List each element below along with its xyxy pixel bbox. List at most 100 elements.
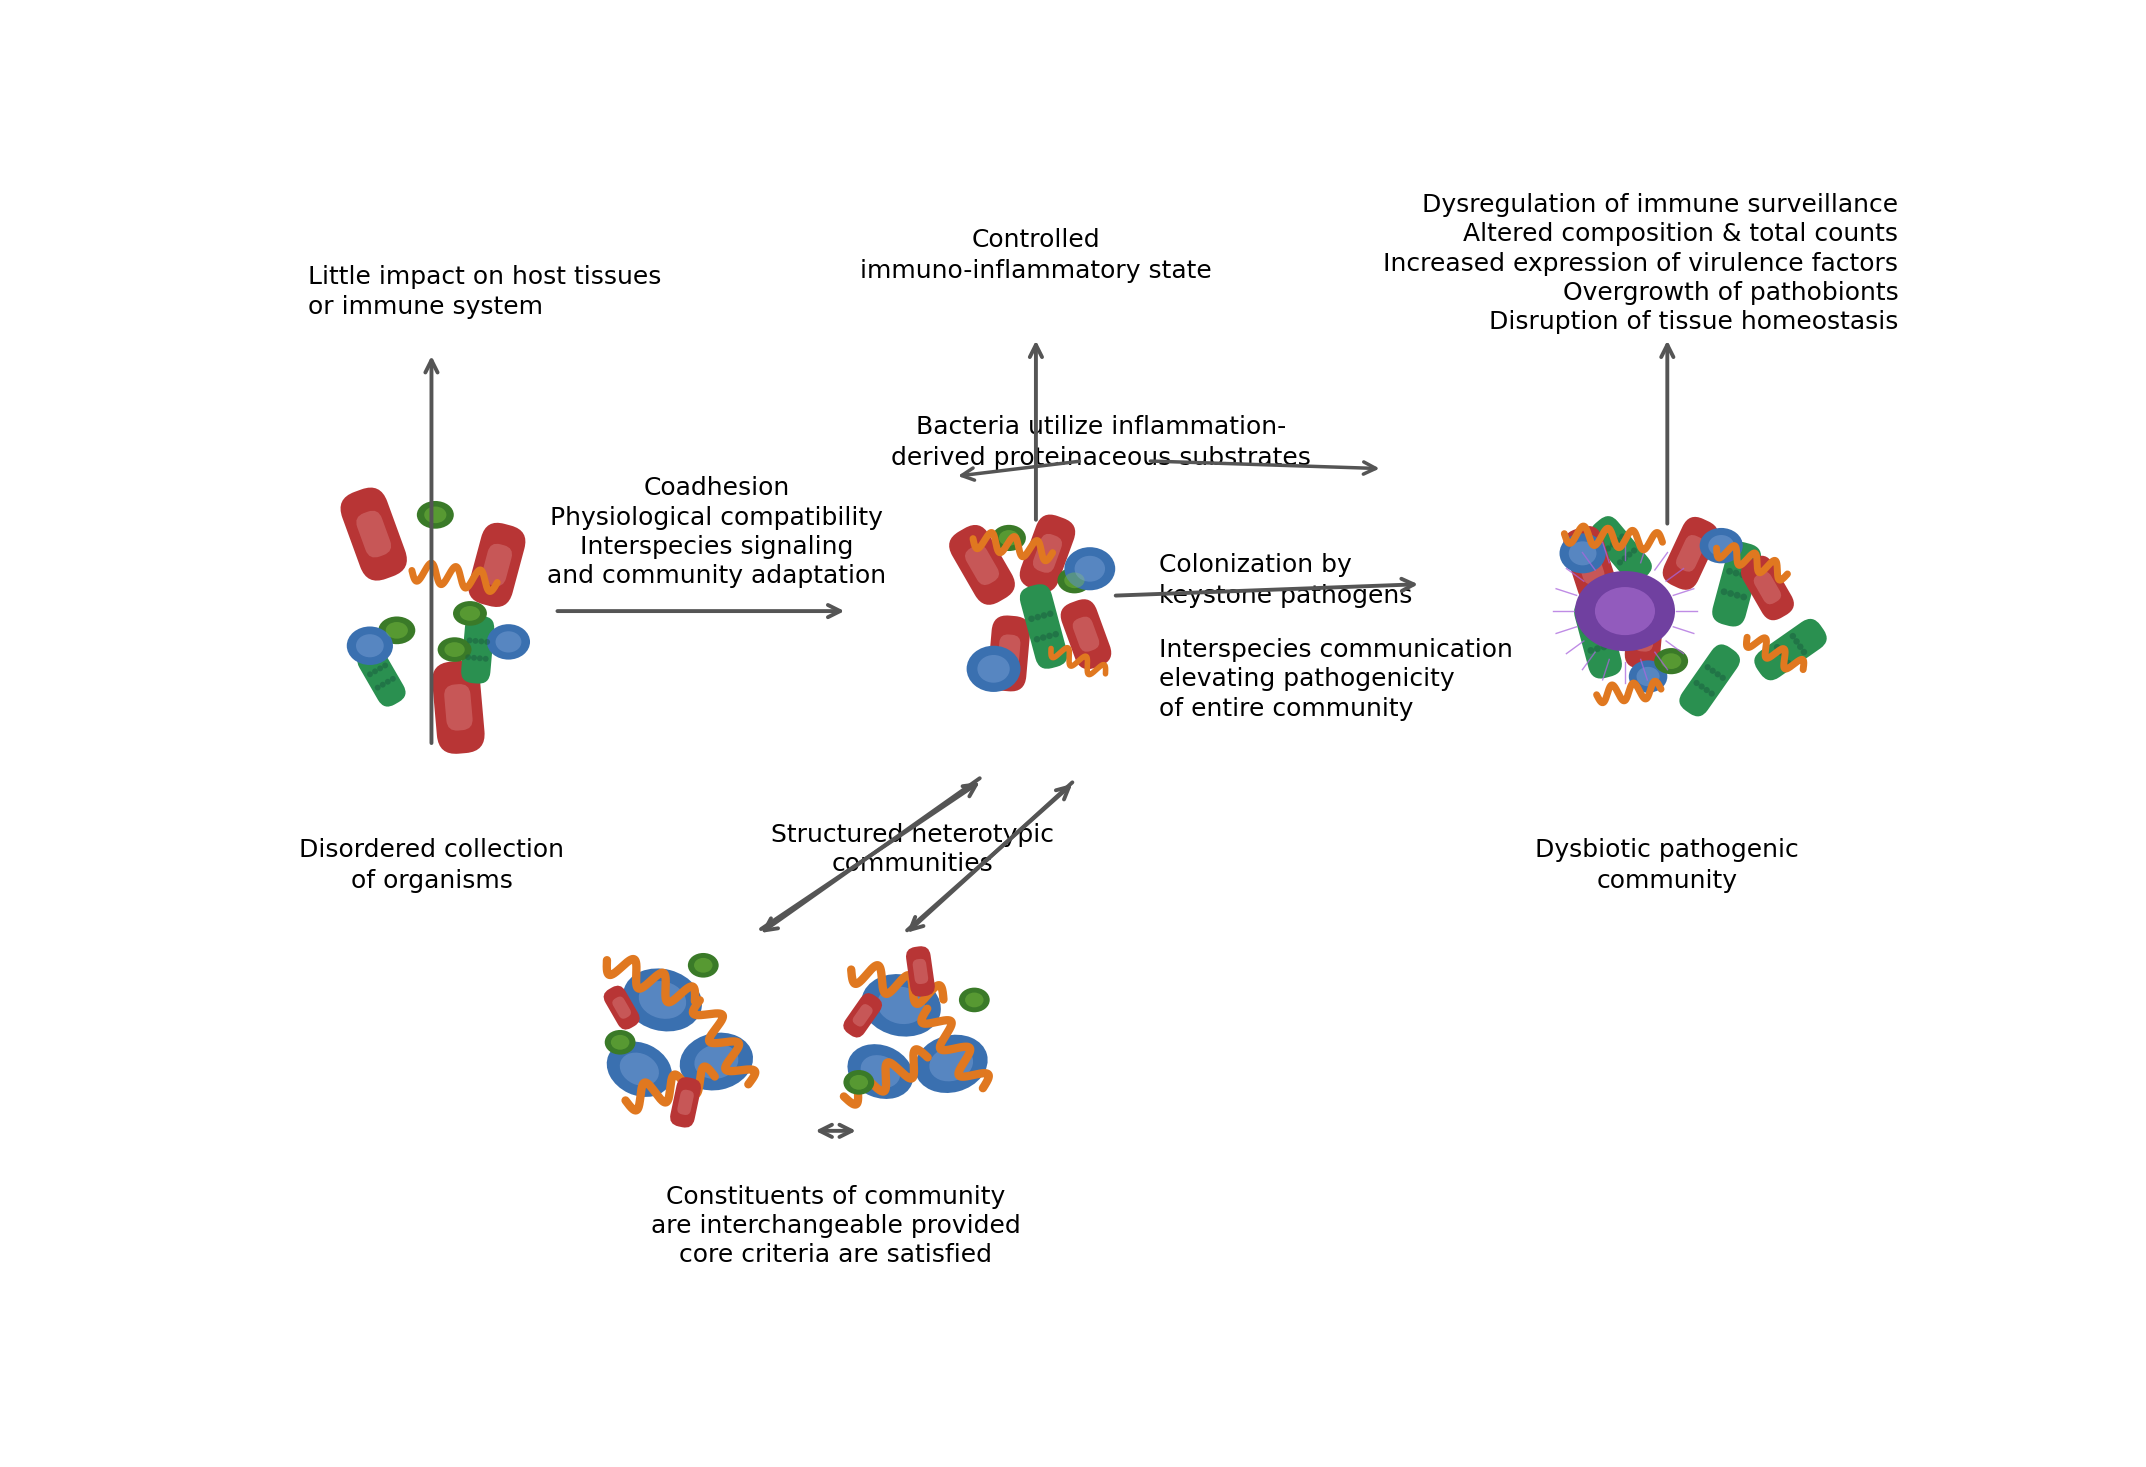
Ellipse shape (1693, 679, 1700, 687)
Text: Interspecies communication: Interspecies communication (1159, 638, 1513, 662)
FancyBboxPatch shape (1019, 515, 1075, 593)
Ellipse shape (1790, 632, 1796, 640)
Ellipse shape (453, 601, 487, 626)
FancyBboxPatch shape (906, 946, 936, 996)
Ellipse shape (1721, 588, 1728, 596)
FancyBboxPatch shape (1032, 534, 1062, 574)
Ellipse shape (1704, 665, 1710, 670)
Text: Disruption of tissue homeostasis: Disruption of tissue homeostasis (1489, 310, 1899, 334)
FancyBboxPatch shape (356, 647, 406, 707)
Ellipse shape (1582, 628, 1588, 634)
FancyBboxPatch shape (987, 616, 1030, 691)
FancyBboxPatch shape (468, 522, 526, 607)
FancyBboxPatch shape (341, 487, 408, 581)
Ellipse shape (622, 968, 702, 1031)
Ellipse shape (1697, 684, 1704, 689)
FancyBboxPatch shape (678, 1090, 693, 1115)
Text: of organisms: of organisms (350, 868, 513, 893)
Ellipse shape (386, 622, 408, 638)
Ellipse shape (1777, 650, 1783, 656)
Text: Structured heterotypic: Structured heterotypic (770, 823, 1054, 846)
Ellipse shape (476, 656, 483, 662)
Ellipse shape (848, 1045, 914, 1099)
Text: community: community (1597, 868, 1738, 893)
Ellipse shape (438, 637, 472, 662)
Ellipse shape (1041, 634, 1047, 641)
Ellipse shape (1601, 644, 1607, 650)
Ellipse shape (1616, 559, 1622, 565)
Ellipse shape (485, 640, 489, 645)
Ellipse shape (1052, 631, 1058, 638)
Text: elevating pathogenicity: elevating pathogenicity (1159, 667, 1455, 691)
Text: Little impact on host tissues: Little impact on host tissues (309, 264, 661, 289)
Ellipse shape (1747, 574, 1753, 579)
Ellipse shape (466, 654, 472, 660)
Ellipse shape (1594, 587, 1655, 635)
Ellipse shape (1047, 632, 1054, 640)
Ellipse shape (693, 958, 712, 973)
Text: Increased expression of virulence factors: Increased expression of virulence factor… (1384, 251, 1899, 276)
Ellipse shape (1637, 667, 1659, 687)
Ellipse shape (1725, 568, 1734, 575)
Ellipse shape (929, 1046, 972, 1081)
Ellipse shape (1794, 638, 1800, 644)
Ellipse shape (425, 506, 446, 524)
Ellipse shape (472, 638, 479, 644)
Ellipse shape (1704, 687, 1710, 692)
Text: Bacteria utilize inflammation-: Bacteria utilize inflammation- (916, 415, 1285, 439)
Ellipse shape (1710, 667, 1717, 673)
Ellipse shape (1800, 648, 1807, 656)
FancyBboxPatch shape (1590, 516, 1652, 582)
Ellipse shape (1728, 590, 1734, 597)
FancyBboxPatch shape (461, 616, 494, 684)
Ellipse shape (1588, 626, 1594, 632)
FancyBboxPatch shape (1060, 599, 1112, 669)
Ellipse shape (1041, 612, 1047, 619)
FancyBboxPatch shape (912, 959, 929, 984)
Ellipse shape (1627, 552, 1633, 557)
FancyBboxPatch shape (1073, 616, 1099, 651)
Text: and community adaptation: and community adaptation (547, 565, 886, 588)
Ellipse shape (878, 987, 925, 1024)
Ellipse shape (695, 1045, 738, 1078)
FancyBboxPatch shape (1740, 556, 1794, 621)
Ellipse shape (1569, 541, 1597, 565)
Text: Interspecies signaling: Interspecies signaling (579, 535, 854, 559)
Ellipse shape (1614, 537, 1620, 544)
Ellipse shape (612, 1034, 629, 1050)
Ellipse shape (843, 1069, 873, 1094)
Ellipse shape (991, 525, 1026, 552)
Text: communities: communities (833, 852, 994, 876)
Ellipse shape (382, 663, 388, 669)
Ellipse shape (966, 993, 983, 1008)
Text: Colonization by: Colonization by (1159, 553, 1352, 578)
FancyBboxPatch shape (1680, 644, 1740, 716)
Ellipse shape (1796, 644, 1803, 650)
Ellipse shape (1605, 546, 1612, 552)
Ellipse shape (356, 634, 384, 657)
Ellipse shape (1575, 571, 1676, 651)
Ellipse shape (1588, 647, 1594, 654)
FancyBboxPatch shape (603, 986, 640, 1030)
FancyBboxPatch shape (356, 511, 391, 557)
Ellipse shape (1607, 641, 1614, 648)
Ellipse shape (1622, 556, 1627, 562)
Text: Controlled: Controlled (972, 229, 1101, 252)
Ellipse shape (1629, 660, 1667, 692)
Ellipse shape (914, 1034, 987, 1093)
Ellipse shape (1594, 645, 1601, 651)
FancyBboxPatch shape (1676, 535, 1704, 572)
Ellipse shape (861, 974, 940, 1037)
FancyBboxPatch shape (998, 634, 1021, 672)
Ellipse shape (1708, 691, 1715, 697)
FancyBboxPatch shape (1713, 541, 1762, 626)
Ellipse shape (371, 669, 378, 675)
FancyBboxPatch shape (852, 1003, 873, 1027)
Text: Constituents of community: Constituents of community (665, 1185, 1004, 1209)
Ellipse shape (861, 1055, 899, 1089)
Ellipse shape (1034, 613, 1041, 621)
Ellipse shape (384, 679, 391, 685)
FancyBboxPatch shape (1562, 527, 1618, 604)
FancyBboxPatch shape (444, 684, 472, 731)
Ellipse shape (1058, 568, 1092, 593)
